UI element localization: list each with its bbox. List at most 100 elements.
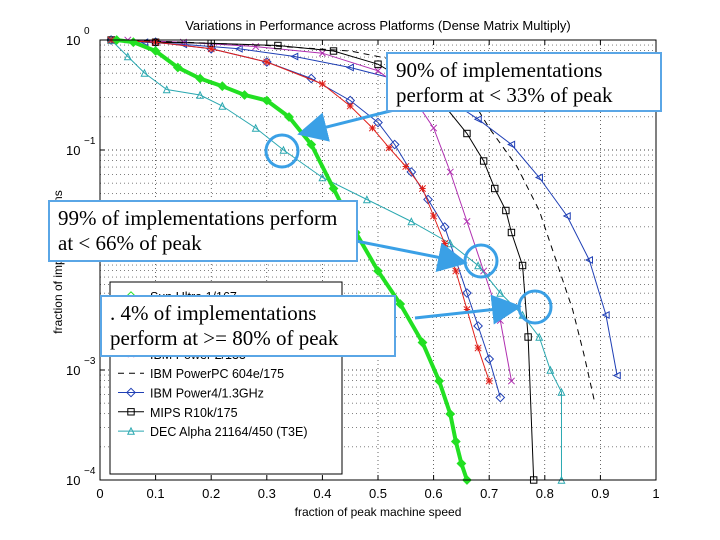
series-point	[407, 217, 416, 226]
x-tick-label: 0.5	[369, 486, 387, 501]
series-point	[128, 37, 139, 48]
series-point	[502, 206, 510, 215]
series-point	[446, 168, 454, 176]
series-point	[123, 52, 132, 61]
x-tick-label: 0	[96, 486, 103, 501]
series-point	[373, 266, 383, 276]
series-point	[485, 377, 493, 385]
series-point	[484, 354, 495, 364]
callout-80pct: . 4% of implementations perform at >= 80…	[100, 295, 396, 357]
series-point	[217, 81, 228, 92]
series-point	[450, 436, 461, 447]
y-tick-base: 10	[66, 473, 80, 488]
series-point	[524, 333, 532, 341]
legend-marker	[126, 387, 136, 398]
series-point	[474, 261, 483, 270]
series-point	[196, 90, 205, 99]
chart-title: Variations in Performance across Platfor…	[185, 18, 571, 33]
series-point	[462, 288, 472, 298]
x-tick-label: 0.1	[147, 486, 165, 501]
series-point	[362, 195, 371, 204]
y-tick-base: 10	[66, 33, 80, 48]
series-point	[373, 117, 383, 128]
series-point	[263, 58, 271, 66]
series-point	[261, 95, 272, 106]
series-point	[385, 144, 393, 152]
series-point	[251, 123, 260, 132]
series-point	[441, 239, 449, 248]
callout-66pct: 99% of implementations perform at < 66% …	[48, 200, 358, 262]
legend-entry: MIPS R10k/175	[118, 406, 238, 420]
series-point	[518, 261, 527, 270]
series-point	[584, 255, 593, 265]
series-point	[318, 173, 327, 182]
series-point	[562, 211, 571, 221]
series-point	[507, 140, 516, 149]
series-point	[452, 267, 460, 275]
x-tick-label: 0.3	[258, 486, 276, 501]
legend-marker	[126, 426, 136, 435]
series-point	[507, 228, 516, 237]
series-point	[473, 321, 483, 331]
series-point	[150, 46, 161, 56]
callout-33pct: 90% of implementations perform at < 33% …	[386, 52, 662, 112]
legend-entry: IBM Power4/1.3GHz	[118, 387, 264, 401]
y-tick-exponent: 0	[84, 26, 90, 37]
series-point	[474, 344, 482, 352]
axis-ticks: 0 0.1 0.2 0.3 0.4 0.5 0.6 0.7 0.8 0.9 1 10 0 10 −1 10 −3…	[66, 26, 660, 501]
y-tick-label: 10 0	[66, 26, 90, 48]
x-tick-label: 0.2	[202, 486, 220, 501]
x-tick-label: 1	[652, 486, 659, 501]
y-tick-label: 10 −4	[66, 466, 96, 488]
series-point	[345, 63, 354, 72]
series-point	[601, 310, 610, 320]
series-point	[507, 377, 515, 385]
series-point	[534, 173, 543, 182]
series-point	[284, 112, 294, 122]
series-point	[261, 57, 272, 67]
x-tick-label: 0.7	[480, 486, 498, 501]
series-point	[346, 102, 354, 110]
series-point	[418, 184, 427, 193]
series-point	[207, 45, 215, 53]
series-point	[546, 365, 555, 374]
series-point	[402, 162, 410, 171]
series-point	[463, 217, 471, 226]
legend-label: MIPS R10k/175	[150, 406, 238, 420]
series-point	[306, 139, 317, 150]
arrow-66pct	[355, 239, 468, 273]
series-point	[463, 129, 471, 138]
legend-marker	[127, 408, 135, 416]
arrow-80pct	[414, 294, 522, 325]
series-point	[417, 337, 428, 348]
series-line	[111, 39, 535, 481]
y-tick-base: 10	[66, 143, 80, 158]
series-point	[557, 387, 566, 396]
series-point	[318, 49, 326, 57]
legend-entry: DEC Alpha 21164/450 (T3E)	[118, 425, 308, 439]
legend-label: DEC Alpha 21164/450 (T3E)	[150, 425, 308, 439]
arrow-33pct	[297, 106, 403, 142]
series-point	[318, 80, 326, 88]
series-point	[374, 60, 382, 68]
series-point	[395, 299, 406, 309]
series-point	[430, 212, 438, 220]
series-point	[389, 139, 400, 150]
series-line	[110, 39, 562, 480]
legend-label: IBM Power4/1.3GHz	[150, 387, 264, 401]
y-tick-exponent: −1	[84, 136, 96, 147]
x-tick-label: 0.6	[425, 486, 443, 501]
series-point	[234, 44, 243, 53]
series-point	[329, 47, 338, 55]
x-axis-label: fraction of peak machine speed	[295, 505, 462, 519]
series-point	[162, 85, 171, 94]
highlight-circle-33pct	[264, 133, 300, 169]
series-point	[206, 43, 217, 54]
y-tick-label: 10 −3	[66, 356, 96, 378]
y-tick-label: 10 −1	[66, 136, 96, 158]
series-point	[239, 90, 250, 100]
x-tick-label: 0.8	[536, 486, 554, 501]
series-point	[306, 73, 317, 84]
series-point	[473, 115, 482, 124]
series-point	[495, 392, 506, 403]
